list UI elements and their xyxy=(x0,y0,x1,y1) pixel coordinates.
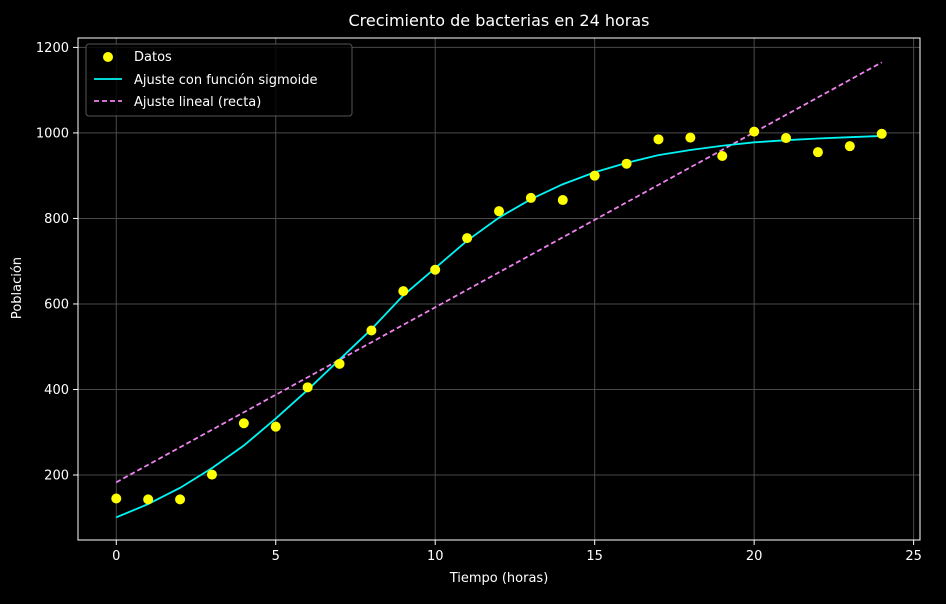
data-point xyxy=(876,128,887,139)
x-tick-label: 0 xyxy=(112,549,120,564)
series-linear-fit xyxy=(115,61,883,484)
data-point xyxy=(812,147,823,158)
x-tick-label: 20 xyxy=(746,549,763,564)
data-point xyxy=(557,195,568,206)
series-layer xyxy=(111,61,887,519)
data-point xyxy=(653,134,664,145)
data-point xyxy=(621,158,632,169)
data-point xyxy=(175,494,186,505)
legend-label-sigmoid: Ajuste con función sigmoide xyxy=(134,73,317,88)
axes-frame xyxy=(77,37,921,541)
y-ticks: 200 400 600 800 1000 1200 xyxy=(36,41,78,484)
y-tick-label: 200 xyxy=(44,469,69,484)
x-tick-label: 15 xyxy=(586,549,603,564)
data-point xyxy=(685,132,696,143)
x-tick-label: 25 xyxy=(905,549,922,564)
data-point xyxy=(302,382,313,393)
data-point xyxy=(238,418,249,429)
y-tick-label: 400 xyxy=(44,383,69,398)
data-point xyxy=(143,494,154,505)
y-axis-label: Población xyxy=(10,257,25,319)
x-tick-label: 10 xyxy=(427,549,444,564)
legend-label-datos: Datos xyxy=(134,50,172,65)
x-axis-label: Tiempo (horas) xyxy=(449,571,549,586)
data-point xyxy=(366,325,377,336)
y-tick-label: 1000 xyxy=(36,126,69,141)
data-point xyxy=(206,469,217,480)
y-tick-label: 800 xyxy=(44,212,69,227)
y-tick-label: 1200 xyxy=(36,41,69,56)
legend-box xyxy=(85,43,353,117)
data-point xyxy=(749,126,760,137)
x-tick-label: 5 xyxy=(272,549,280,564)
series-sigmoid-fit xyxy=(115,135,882,519)
data-point xyxy=(430,264,441,275)
data-point xyxy=(270,421,281,432)
legend: Datos Ajuste con función sigmoide Ajuste… xyxy=(85,43,353,117)
data-point xyxy=(717,151,728,162)
data-point xyxy=(781,133,792,144)
data-point xyxy=(525,192,536,203)
data-point xyxy=(844,141,855,152)
data-point xyxy=(398,286,409,297)
chart-title: Crecimiento de bacterias en 24 horas xyxy=(348,11,649,30)
legend-marker-datos xyxy=(103,52,113,62)
data-point xyxy=(494,206,504,217)
legend-label-linear: Ajuste lineal (recta) xyxy=(134,95,261,110)
y-tick-label: 600 xyxy=(44,297,69,312)
data-point xyxy=(462,233,473,244)
x-ticks: 0 5 10 15 20 25 xyxy=(112,540,922,564)
data-point xyxy=(589,170,600,181)
data-point xyxy=(334,358,345,369)
data-point xyxy=(111,493,122,504)
